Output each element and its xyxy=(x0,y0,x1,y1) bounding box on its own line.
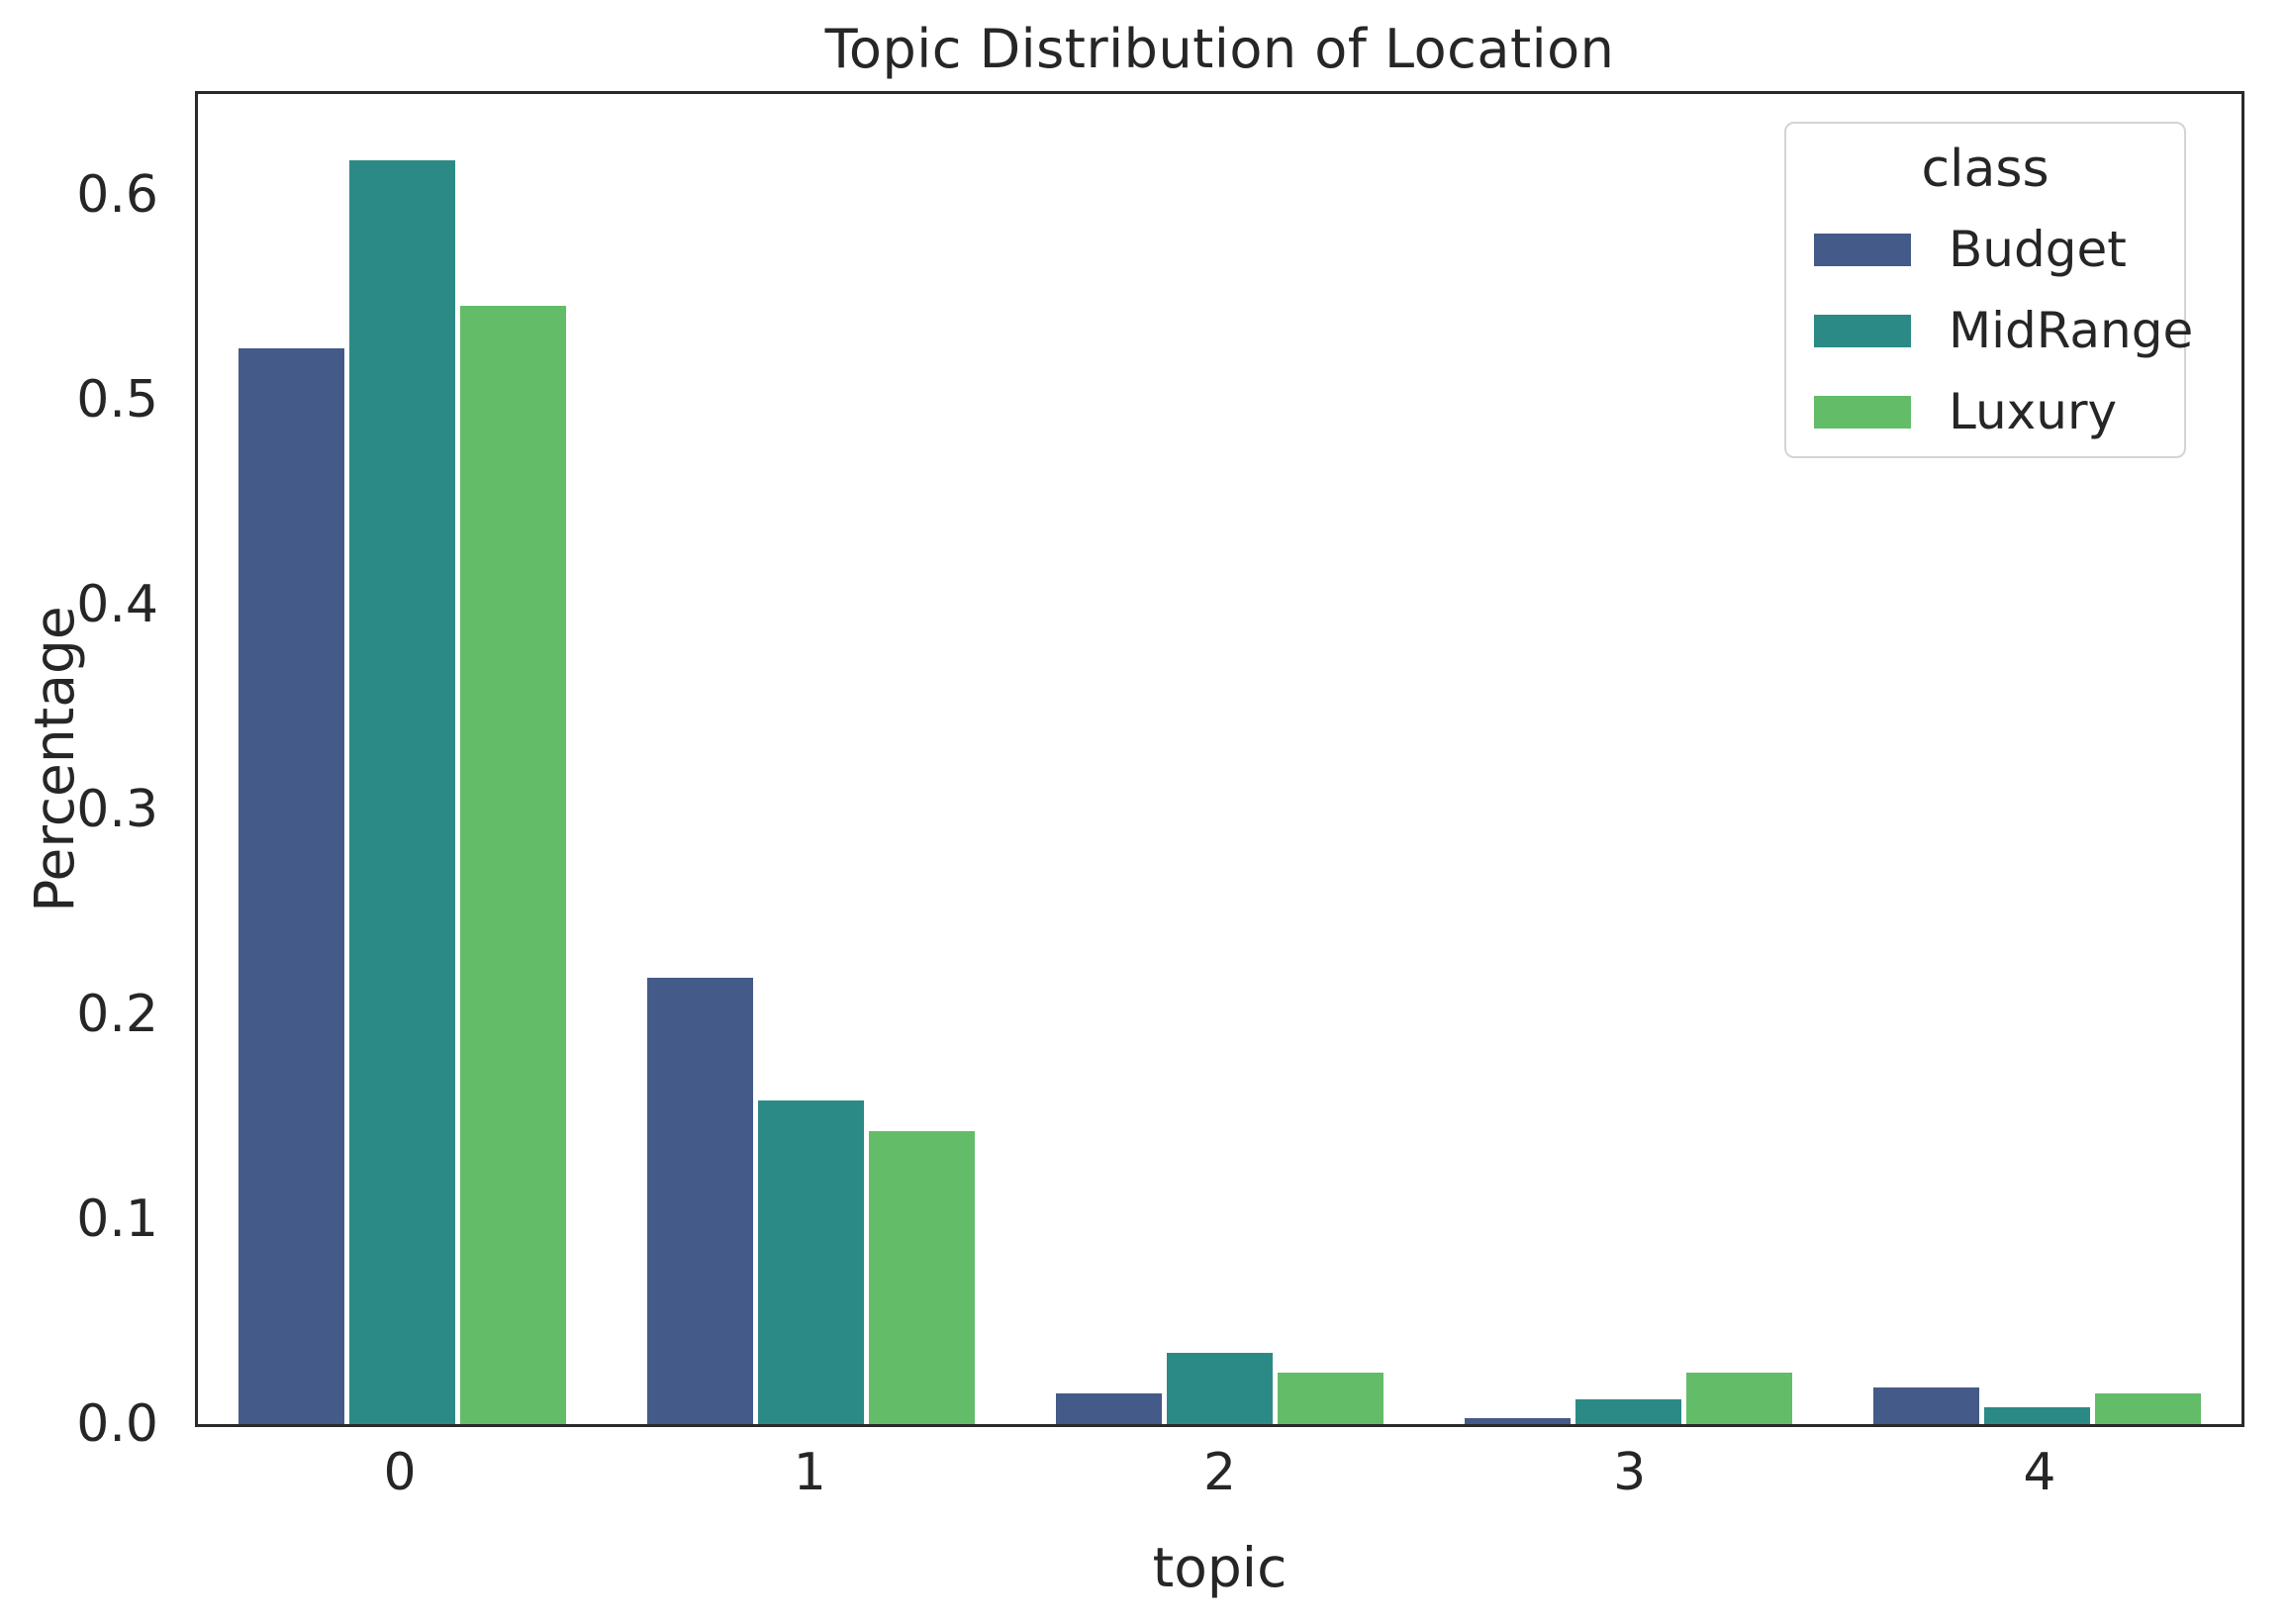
bar-luxury-topic-2 xyxy=(1278,1373,1383,1424)
x-tick-0: 0 xyxy=(383,1443,417,1502)
y-axis-ticks: 0.0 0.1 0.2 0.3 0.4 0.5 0.6 xyxy=(0,91,158,1454)
x-tick-4: 4 xyxy=(2023,1443,2056,1502)
bar-midrange-topic-2 xyxy=(1167,1353,1273,1424)
legend-row-luxury: Luxury xyxy=(1786,371,2184,452)
plot-area: class Budget MidRange Luxury xyxy=(195,91,2244,1427)
y-tick-0.3: 0.3 xyxy=(76,780,158,839)
bar-luxury-topic-3 xyxy=(1686,1373,1792,1424)
bar-budget-topic-4 xyxy=(1873,1387,1979,1424)
y-tick-0.0: 0.0 xyxy=(76,1394,158,1454)
bar-group-topic-0 xyxy=(198,94,607,1424)
bar-budget-topic-2 xyxy=(1056,1393,1162,1424)
bar-budget-topic-3 xyxy=(1465,1418,1571,1424)
bar-budget-topic-1 xyxy=(647,978,753,1424)
legend-title: class xyxy=(1921,140,2050,199)
bar-budget-topic-0 xyxy=(238,348,344,1424)
x-tick-3: 3 xyxy=(1613,1443,1647,1502)
bar-group-topic-2 xyxy=(1015,94,1424,1424)
y-tick-0.6: 0.6 xyxy=(76,165,158,225)
y-tick-0.5: 0.5 xyxy=(76,370,158,430)
legend-label-budget: Budget xyxy=(1949,221,2127,278)
bar-midrange-topic-1 xyxy=(758,1100,864,1424)
y-tick-0.4: 0.4 xyxy=(76,575,158,634)
legend-row-budget: Budget xyxy=(1786,209,2184,290)
bar-luxury-topic-4 xyxy=(2095,1393,2201,1424)
bar-group-topic-1 xyxy=(607,94,1015,1424)
bar-group-topic-4 xyxy=(1833,94,2241,1424)
y-tick-0.1: 0.1 xyxy=(76,1190,158,1249)
bar-luxury-topic-0 xyxy=(460,306,566,1424)
legend-swatch-midrange xyxy=(1814,314,1911,347)
legend-swatch-budget xyxy=(1814,233,1911,266)
legend-swatch-luxury xyxy=(1814,395,1911,429)
chart-title: Topic Distribution of Location xyxy=(824,18,1615,80)
legend-row-midrange: MidRange xyxy=(1786,290,2193,371)
legend-label-midrange: MidRange xyxy=(1949,302,2194,359)
legend: class Budget MidRange Luxury xyxy=(1784,122,2193,458)
legend-label-luxury: Luxury xyxy=(1949,383,2118,440)
bar-midrange-topic-4 xyxy=(1984,1407,2090,1424)
bar-midrange-topic-0 xyxy=(349,160,455,1424)
x-axis-label: topic xyxy=(1152,1536,1288,1599)
bars-layer xyxy=(198,94,2241,1424)
y-tick-0.2: 0.2 xyxy=(76,985,158,1044)
x-tick-2: 2 xyxy=(1202,1443,1237,1502)
bar-group-topic-3 xyxy=(1424,94,1833,1424)
legend-entries: Budget MidRange Luxury xyxy=(1786,209,2193,452)
bar-midrange-topic-3 xyxy=(1575,1399,1681,1424)
x-tick-1: 1 xyxy=(793,1443,826,1502)
bar-luxury-topic-1 xyxy=(869,1131,975,1424)
x-axis-ticks: 0 1 2 3 4 xyxy=(195,1443,2244,1502)
